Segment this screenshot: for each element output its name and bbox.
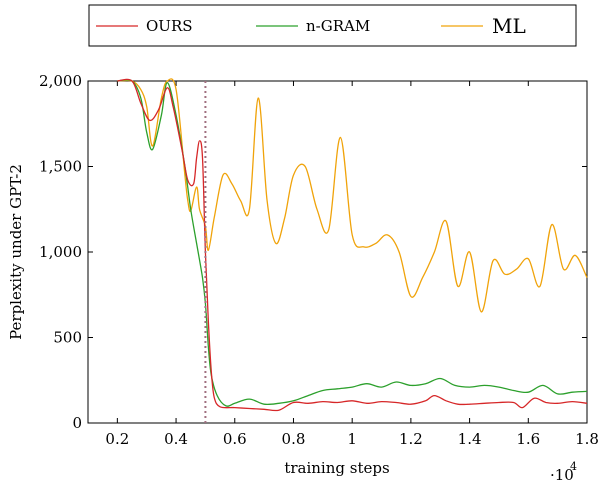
legend: OURS n-GRAM ML <box>88 4 577 47</box>
x-scale-factor: ·10 4 <box>550 460 577 484</box>
x-scale-exponent: 4 <box>570 460 577 473</box>
y-tick-label: 500 <box>53 329 82 347</box>
x-tick-label: 1.4 <box>458 430 482 448</box>
legend-label-ngram: n-GRAM <box>306 17 370 35</box>
x-axis-title: training steps <box>284 459 389 477</box>
series-line-ours <box>117 78 588 412</box>
legend-box <box>88 4 577 47</box>
x-tick-label: 1.2 <box>399 430 423 448</box>
x-tick-label: 1 <box>347 430 357 448</box>
y-tick-label: 1,500 <box>39 158 82 176</box>
series-line-ml <box>117 78 588 313</box>
y-tick-label: 2,000 <box>39 72 82 90</box>
x-tick-label: 0.2 <box>105 430 129 448</box>
y-tick-label: 1,000 <box>39 243 82 261</box>
plot-frame <box>87 80 588 424</box>
series-layer <box>117 78 588 412</box>
x-tick-label: 1.6 <box>516 430 540 448</box>
y-axis-title: Perplexity under GPT-2 <box>7 164 25 340</box>
x-tick-label: 0.4 <box>164 430 188 448</box>
x-scale-base: ·10 <box>550 466 574 484</box>
x-tick-label: 1.8 <box>575 430 599 448</box>
x-tick-label: 0.8 <box>282 430 306 448</box>
legend-label-ours: OURS <box>146 17 193 35</box>
y-tick-label: 0 <box>72 414 82 432</box>
axis-ticks: 0.2 0.4 0.6 0.8 1 1.2 1.4 1.6 1.8 0 500 1,000 1,500 2… <box>39 72 599 448</box>
series-line-ngram <box>117 79 588 407</box>
legend-label-ml: ML <box>492 14 526 38</box>
x-tick-label: 0.6 <box>223 430 247 448</box>
